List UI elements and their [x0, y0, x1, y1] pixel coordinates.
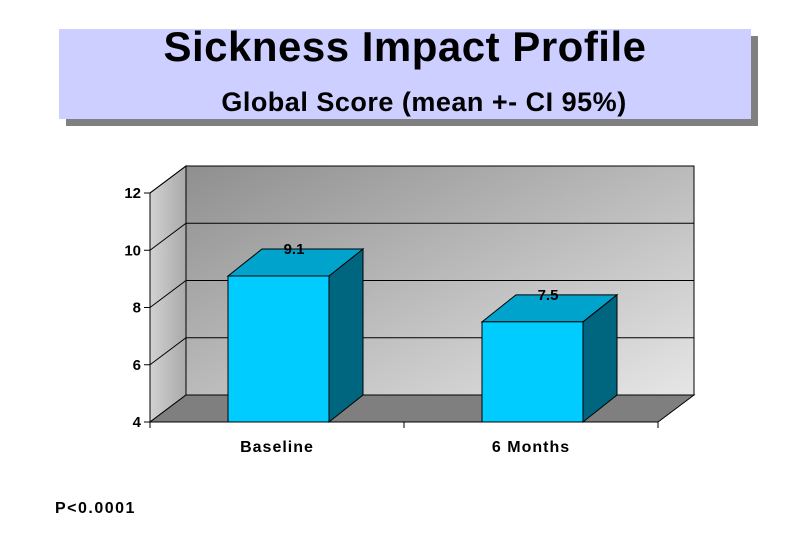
y-tick-label: 10	[124, 242, 141, 259]
y-tick-label: 8	[133, 300, 141, 317]
data-label: 9.1	[284, 241, 305, 258]
y-tick-label: 4	[133, 414, 142, 431]
y-tick-label: 12	[124, 185, 141, 202]
x-tick-label: Baseline	[240, 439, 314, 456]
bar	[481, 321, 584, 423]
data-label: 7.5	[538, 287, 559, 304]
gridline	[149, 280, 694, 308]
gridline	[149, 165, 694, 194]
chart-title: Sickness Impact Profile	[163, 23, 647, 70]
chart-subtitle: Global Score (mean +- CI 95%)	[221, 87, 627, 117]
bar-side	[328, 247, 364, 424]
title-box: Sickness Impact Profile Global Score (me…	[59, 23, 751, 119]
p-value-note: P<0.0001	[55, 500, 136, 517]
bar	[227, 275, 330, 423]
gridline	[149, 222, 694, 251]
y-tick-label: 6	[133, 357, 141, 374]
x-tick-label: 6 Months	[492, 439, 570, 456]
